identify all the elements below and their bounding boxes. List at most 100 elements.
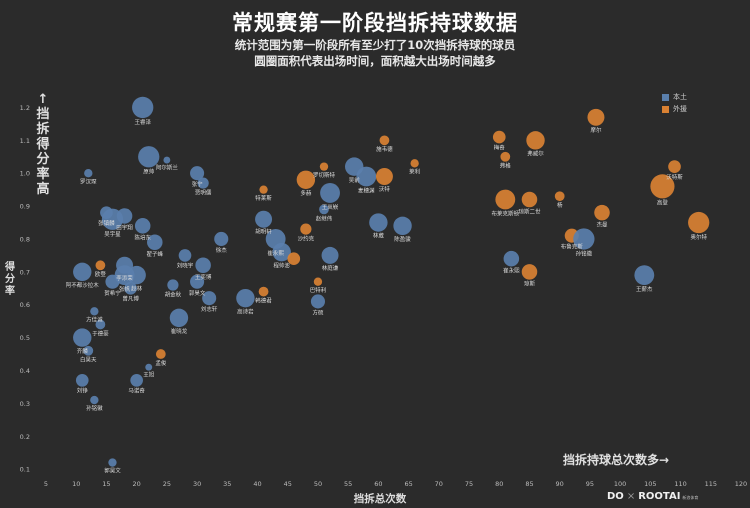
- point-label: 程帅澎: [273, 261, 290, 269]
- legend: 本土 外援: [662, 91, 687, 115]
- brand-small: 新浪体育: [682, 495, 699, 500]
- data-point: [688, 211, 710, 234]
- data-point: [650, 174, 675, 199]
- x-tick-label: 95: [586, 480, 594, 488]
- point-label: 林葳: [373, 232, 385, 240]
- y-tick-label: 0.6: [20, 301, 30, 309]
- data-point: [258, 286, 269, 297]
- point-label: 莱利: [409, 167, 420, 175]
- data-point: [272, 242, 291, 262]
- data-point: [190, 274, 205, 289]
- chart-subtitle-line1: 统计范围为第一阶段所有至少打了10次挡拆持球的球员: [234, 38, 516, 52]
- point-label: 齐麟: [77, 347, 89, 355]
- data-point: [320, 183, 340, 203]
- data-point: [124, 281, 137, 295]
- point-label: 王岚嵚: [322, 204, 339, 211]
- x-tick-label: 20: [133, 480, 141, 488]
- point-label: 沃特: [379, 185, 391, 193]
- x-tick-label: 105: [644, 480, 656, 488]
- data-point: [393, 216, 412, 236]
- point-label: 王睿泽: [134, 118, 151, 126]
- point-label: 罗汉琛: [80, 177, 97, 185]
- point-label: 弗威尔: [527, 150, 544, 158]
- point-label: 梅奇: [494, 143, 506, 151]
- data-point: [492, 130, 506, 144]
- data-point: [195, 257, 211, 274]
- x-tick-label: 30: [193, 480, 201, 488]
- y-tick-label: 0.3: [20, 400, 30, 408]
- point-label: 孙铭徽: [86, 404, 103, 412]
- y-tick-label: 0.7: [20, 268, 30, 276]
- point-label: 马诺奇: [128, 387, 145, 395]
- x-tick-label: 40: [253, 480, 261, 488]
- x-tick-label: 25: [163, 480, 171, 488]
- chart-subtitle-line2: 圆圈面积代表出场时间，面积越大出场时间越多: [254, 54, 496, 68]
- x-tick-label: 115: [705, 480, 717, 488]
- legend-swatch-local: [662, 93, 669, 101]
- data-point: [259, 185, 268, 194]
- y-tick-label: 0.9: [20, 203, 30, 211]
- point-label: 韩德君: [255, 296, 272, 304]
- data-point: [300, 223, 312, 235]
- point-label: 杨: [557, 201, 563, 209]
- point-label: 特莱斯: [255, 194, 272, 202]
- point-label: 吴宇星: [104, 230, 121, 238]
- data-point: [138, 146, 160, 168]
- point-label: 王旭: [143, 371, 155, 379]
- point-label: 曾凡博: [122, 295, 139, 303]
- point-label: 张镇麟: [98, 219, 115, 227]
- point-label: 欧登: [95, 270, 107, 278]
- data-point: [500, 151, 511, 162]
- data-point: [95, 319, 106, 330]
- data-point: [167, 279, 179, 291]
- x-tick-label: 60: [374, 480, 382, 488]
- x-tick-label: 50: [314, 480, 322, 488]
- data-point: [197, 177, 209, 189]
- chart-title: 常规赛第一阶段挡拆持球数据: [232, 11, 518, 35]
- point-label: 白昊天: [80, 356, 97, 364]
- x-direction-note: 挡拆持球总次数多→: [563, 453, 670, 467]
- data-point: [369, 213, 388, 232]
- data-point: [594, 204, 610, 221]
- brand-rootai: ROOTAI: [638, 491, 681, 502]
- point-label: 高登: [657, 198, 669, 206]
- point-label: 贾明儒: [195, 189, 212, 197]
- x-tick-label: 85: [525, 480, 533, 488]
- y-direction-note: ↑挡拆得分率高: [36, 92, 50, 197]
- point-label: 布莱克斯顿: [492, 209, 520, 217]
- data-point: [95, 260, 106, 271]
- point-label: 孟俊: [155, 359, 167, 367]
- data-point: [503, 250, 520, 267]
- point-label: 琼斯: [524, 280, 536, 288]
- point-label: 麦穗渊: [358, 186, 375, 194]
- data-point: [169, 308, 189, 328]
- legend-label-local: 本土: [673, 93, 687, 101]
- data-point: [178, 249, 192, 262]
- data-point: [668, 160, 681, 173]
- point-label: 李添荣: [116, 274, 133, 282]
- data-point: [319, 204, 329, 215]
- data-point: [127, 265, 146, 285]
- point-label: 林庭谦: [322, 264, 339, 272]
- point-label: 翟子峰: [147, 250, 164, 258]
- data-point: [495, 189, 516, 210]
- point-label: 田宇翔: [116, 224, 133, 232]
- data-point: [236, 288, 255, 308]
- legend-label-foreign: 外援: [673, 105, 687, 113]
- data-point: [190, 166, 205, 181]
- data-point: [310, 294, 325, 309]
- data-point: [130, 374, 143, 387]
- y-tick-label: 0.4: [20, 367, 30, 375]
- point-label: 郭昊文: [104, 467, 121, 475]
- x-tick-label: 55: [344, 480, 352, 488]
- point-label: 施韦德: [376, 145, 393, 153]
- point-label: 沃特斯: [666, 173, 683, 181]
- data-point: [73, 262, 92, 282]
- data-point: [296, 170, 316, 189]
- y-tick-label: 1.2: [20, 104, 30, 112]
- point-label: 张宁: [192, 180, 204, 188]
- data-point: [375, 168, 393, 185]
- x-tick-label: 90: [556, 480, 564, 488]
- point-label: 贺希宁: [104, 289, 121, 297]
- legend-item-local: 本土: [662, 91, 687, 103]
